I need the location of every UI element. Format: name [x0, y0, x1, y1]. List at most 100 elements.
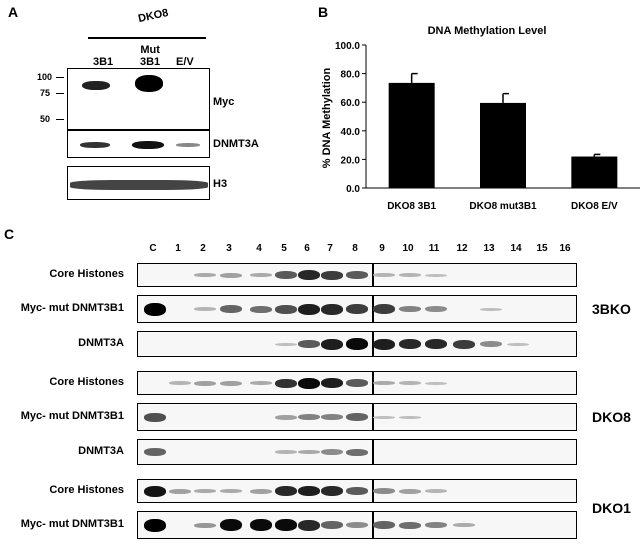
fraction-label: 2: [200, 243, 206, 254]
blot-h3: [67, 166, 210, 200]
band: [194, 489, 216, 493]
fraction-label: 12: [456, 243, 468, 254]
y-tick-label: 80.0: [341, 70, 361, 81]
band: [321, 338, 343, 350]
band: [275, 486, 297, 496]
band: [250, 488, 272, 494]
row-label: Myc- mut DNMT3B1: [20, 302, 124, 314]
band: [220, 305, 242, 313]
y-tick-label: 60.0: [341, 98, 361, 109]
blot-myc: [67, 68, 210, 130]
band: [250, 519, 272, 531]
band: [399, 521, 421, 529]
band: [346, 304, 368, 314]
band: [298, 377, 320, 389]
fraction-label: 5: [281, 243, 287, 254]
band: [275, 304, 297, 314]
fraction-label: 11: [428, 243, 440, 254]
band: [321, 270, 343, 280]
methylation-chart: DNA Methylation Level % DNA Methylation …: [321, 25, 640, 212]
band: [321, 449, 343, 455]
bar: [571, 156, 618, 188]
fraction-label: 13: [483, 243, 495, 254]
band: [373, 521, 395, 529]
band: [399, 273, 421, 277]
y-tick-label: 20.0: [341, 155, 361, 166]
band: [373, 273, 395, 277]
mw-tick-75: [56, 93, 64, 94]
band-dnmt3a-ev: [176, 143, 200, 147]
fraction-label: 7: [327, 243, 333, 254]
band: [298, 340, 320, 348]
band: [425, 339, 447, 349]
band: [194, 307, 216, 311]
band: [298, 303, 320, 315]
blot-strip: [137, 331, 577, 357]
band: [144, 302, 166, 316]
panel-b-letter: B: [318, 4, 329, 20]
band: [480, 307, 502, 311]
chart-plot-area: 0.0 20.0 40.0 60.0 80.0 100.0 DKO8 3B1 DKO8 mut…: [335, 41, 640, 212]
fraction-label: 6: [304, 243, 310, 254]
band: [480, 341, 502, 347]
lane-label-mut-3b1: Mut 3B1: [140, 44, 161, 68]
x-tick-label: DKO8 mut3B1: [469, 201, 537, 212]
band: [194, 522, 216, 528]
panel-a-group-line: [88, 37, 206, 39]
band: [373, 415, 395, 419]
band-myc-mut3b1: [135, 75, 163, 92]
blot-label-dnmt3a: DNMT3A: [213, 138, 259, 150]
blot-strip: [137, 479, 577, 503]
y-tick-label: 40.0: [341, 127, 361, 138]
band-myc-3b1: [82, 81, 110, 90]
band: [346, 413, 368, 421]
bar: [480, 102, 526, 188]
cell-line-label: 3BKO: [592, 301, 631, 317]
panel-c-letter: C: [4, 226, 15, 242]
band: [144, 485, 166, 497]
fraction-label: 4: [256, 243, 262, 254]
blot-strip: [137, 439, 577, 465]
band: [250, 381, 272, 385]
band: [250, 273, 272, 277]
mw-marker-75: 75: [40, 88, 51, 98]
band: [321, 414, 343, 420]
mw-tick-100: [56, 77, 64, 78]
blot-divider: [372, 440, 374, 464]
blot-label-h3: H3: [213, 178, 228, 190]
panel-a-group-label-rotated: DKO8: [137, 6, 170, 26]
mw-tick-50: [56, 119, 64, 120]
band: [220, 519, 242, 531]
lane-label-3b1: 3B1: [93, 56, 114, 68]
band: [275, 450, 297, 454]
fraction-label: C: [149, 243, 157, 254]
band: [399, 306, 421, 312]
y-tick-label: 0.0: [346, 184, 360, 195]
band: [346, 522, 368, 528]
fraction-label: 1: [175, 243, 181, 254]
band: [275, 378, 297, 388]
band: [321, 303, 343, 315]
fraction-label: 14: [510, 243, 522, 254]
band: [373, 338, 395, 350]
band: [453, 523, 475, 527]
band: [425, 273, 447, 277]
fraction-label: 16: [559, 243, 571, 254]
blot-dnmt3a: [67, 130, 210, 158]
band: [346, 487, 368, 495]
band: [144, 448, 166, 456]
band: [220, 272, 242, 278]
blot-strip: [137, 511, 577, 539]
band: [346, 338, 368, 350]
band: [373, 488, 395, 494]
row-label: DNMT3A: [78, 337, 124, 349]
band: [399, 381, 421, 385]
band: [144, 518, 166, 532]
band: [275, 342, 297, 346]
fraction-label: 15: [536, 243, 548, 254]
panel-a-letter: A: [8, 4, 19, 20]
blot-strip: [137, 403, 577, 431]
mw-marker-100: 100: [37, 72, 53, 82]
bar: [388, 82, 435, 188]
band: [194, 273, 216, 277]
